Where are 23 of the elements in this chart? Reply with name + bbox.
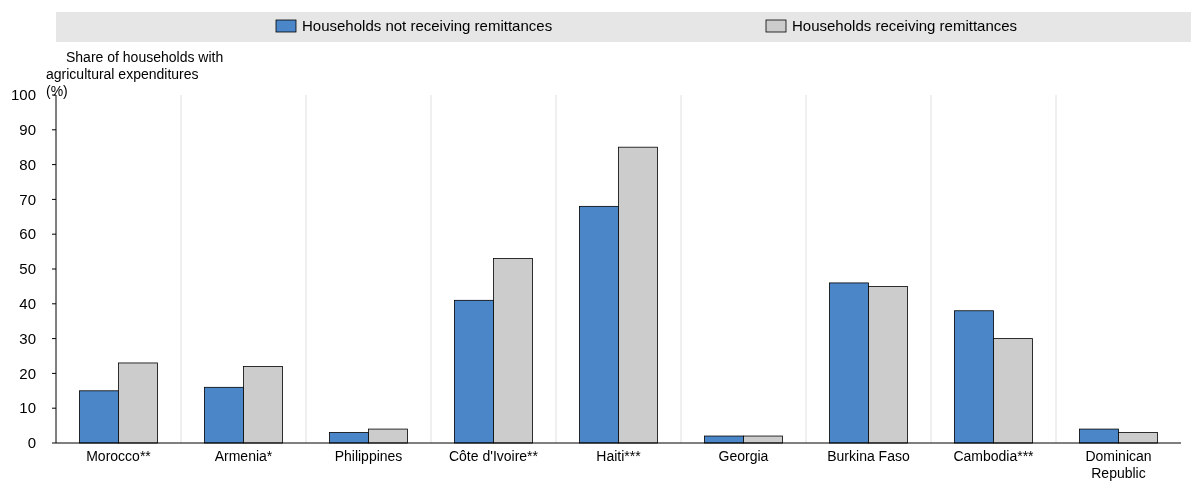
x-tick-label: Cambodia*** bbox=[953, 448, 1035, 464]
y-tick-label: 100 bbox=[10, 86, 36, 104]
x-tick-label: Armenia* bbox=[214, 448, 273, 464]
y-tick-label: 70 bbox=[19, 190, 36, 208]
x-tick-label: Côte d'Ivoire** bbox=[448, 448, 539, 464]
y-tick-label: 10 bbox=[19, 399, 36, 417]
legend-label: Households receiving remittances bbox=[792, 17, 1018, 34]
y-tick-label: 20 bbox=[19, 364, 36, 382]
y-axis-title: Share of households with agricultural expenditures (%) bbox=[46, 49, 224, 99]
y-tick-label: 30 bbox=[19, 329, 36, 347]
y-tick-label: 90 bbox=[19, 121, 36, 139]
y-tick-label: 80 bbox=[19, 155, 36, 173]
x-tick-label: Dominican Republic bbox=[1085, 448, 1152, 481]
x-tick-label: Haiti*** bbox=[596, 448, 642, 464]
x-tick-label: Philippines bbox=[334, 448, 403, 464]
y-tick-label: 50 bbox=[19, 260, 36, 278]
x-tick-label: Morocco** bbox=[86, 448, 152, 464]
x-tick-label: Georgia bbox=[718, 448, 769, 464]
y-tick-label: 0 bbox=[27, 434, 36, 452]
legend-label: Households not receiving remittances bbox=[302, 17, 553, 34]
x-tick-label: Burkina Faso bbox=[827, 448, 910, 464]
y-tick-label: 40 bbox=[19, 295, 36, 313]
y-tick-label: 60 bbox=[19, 225, 36, 243]
